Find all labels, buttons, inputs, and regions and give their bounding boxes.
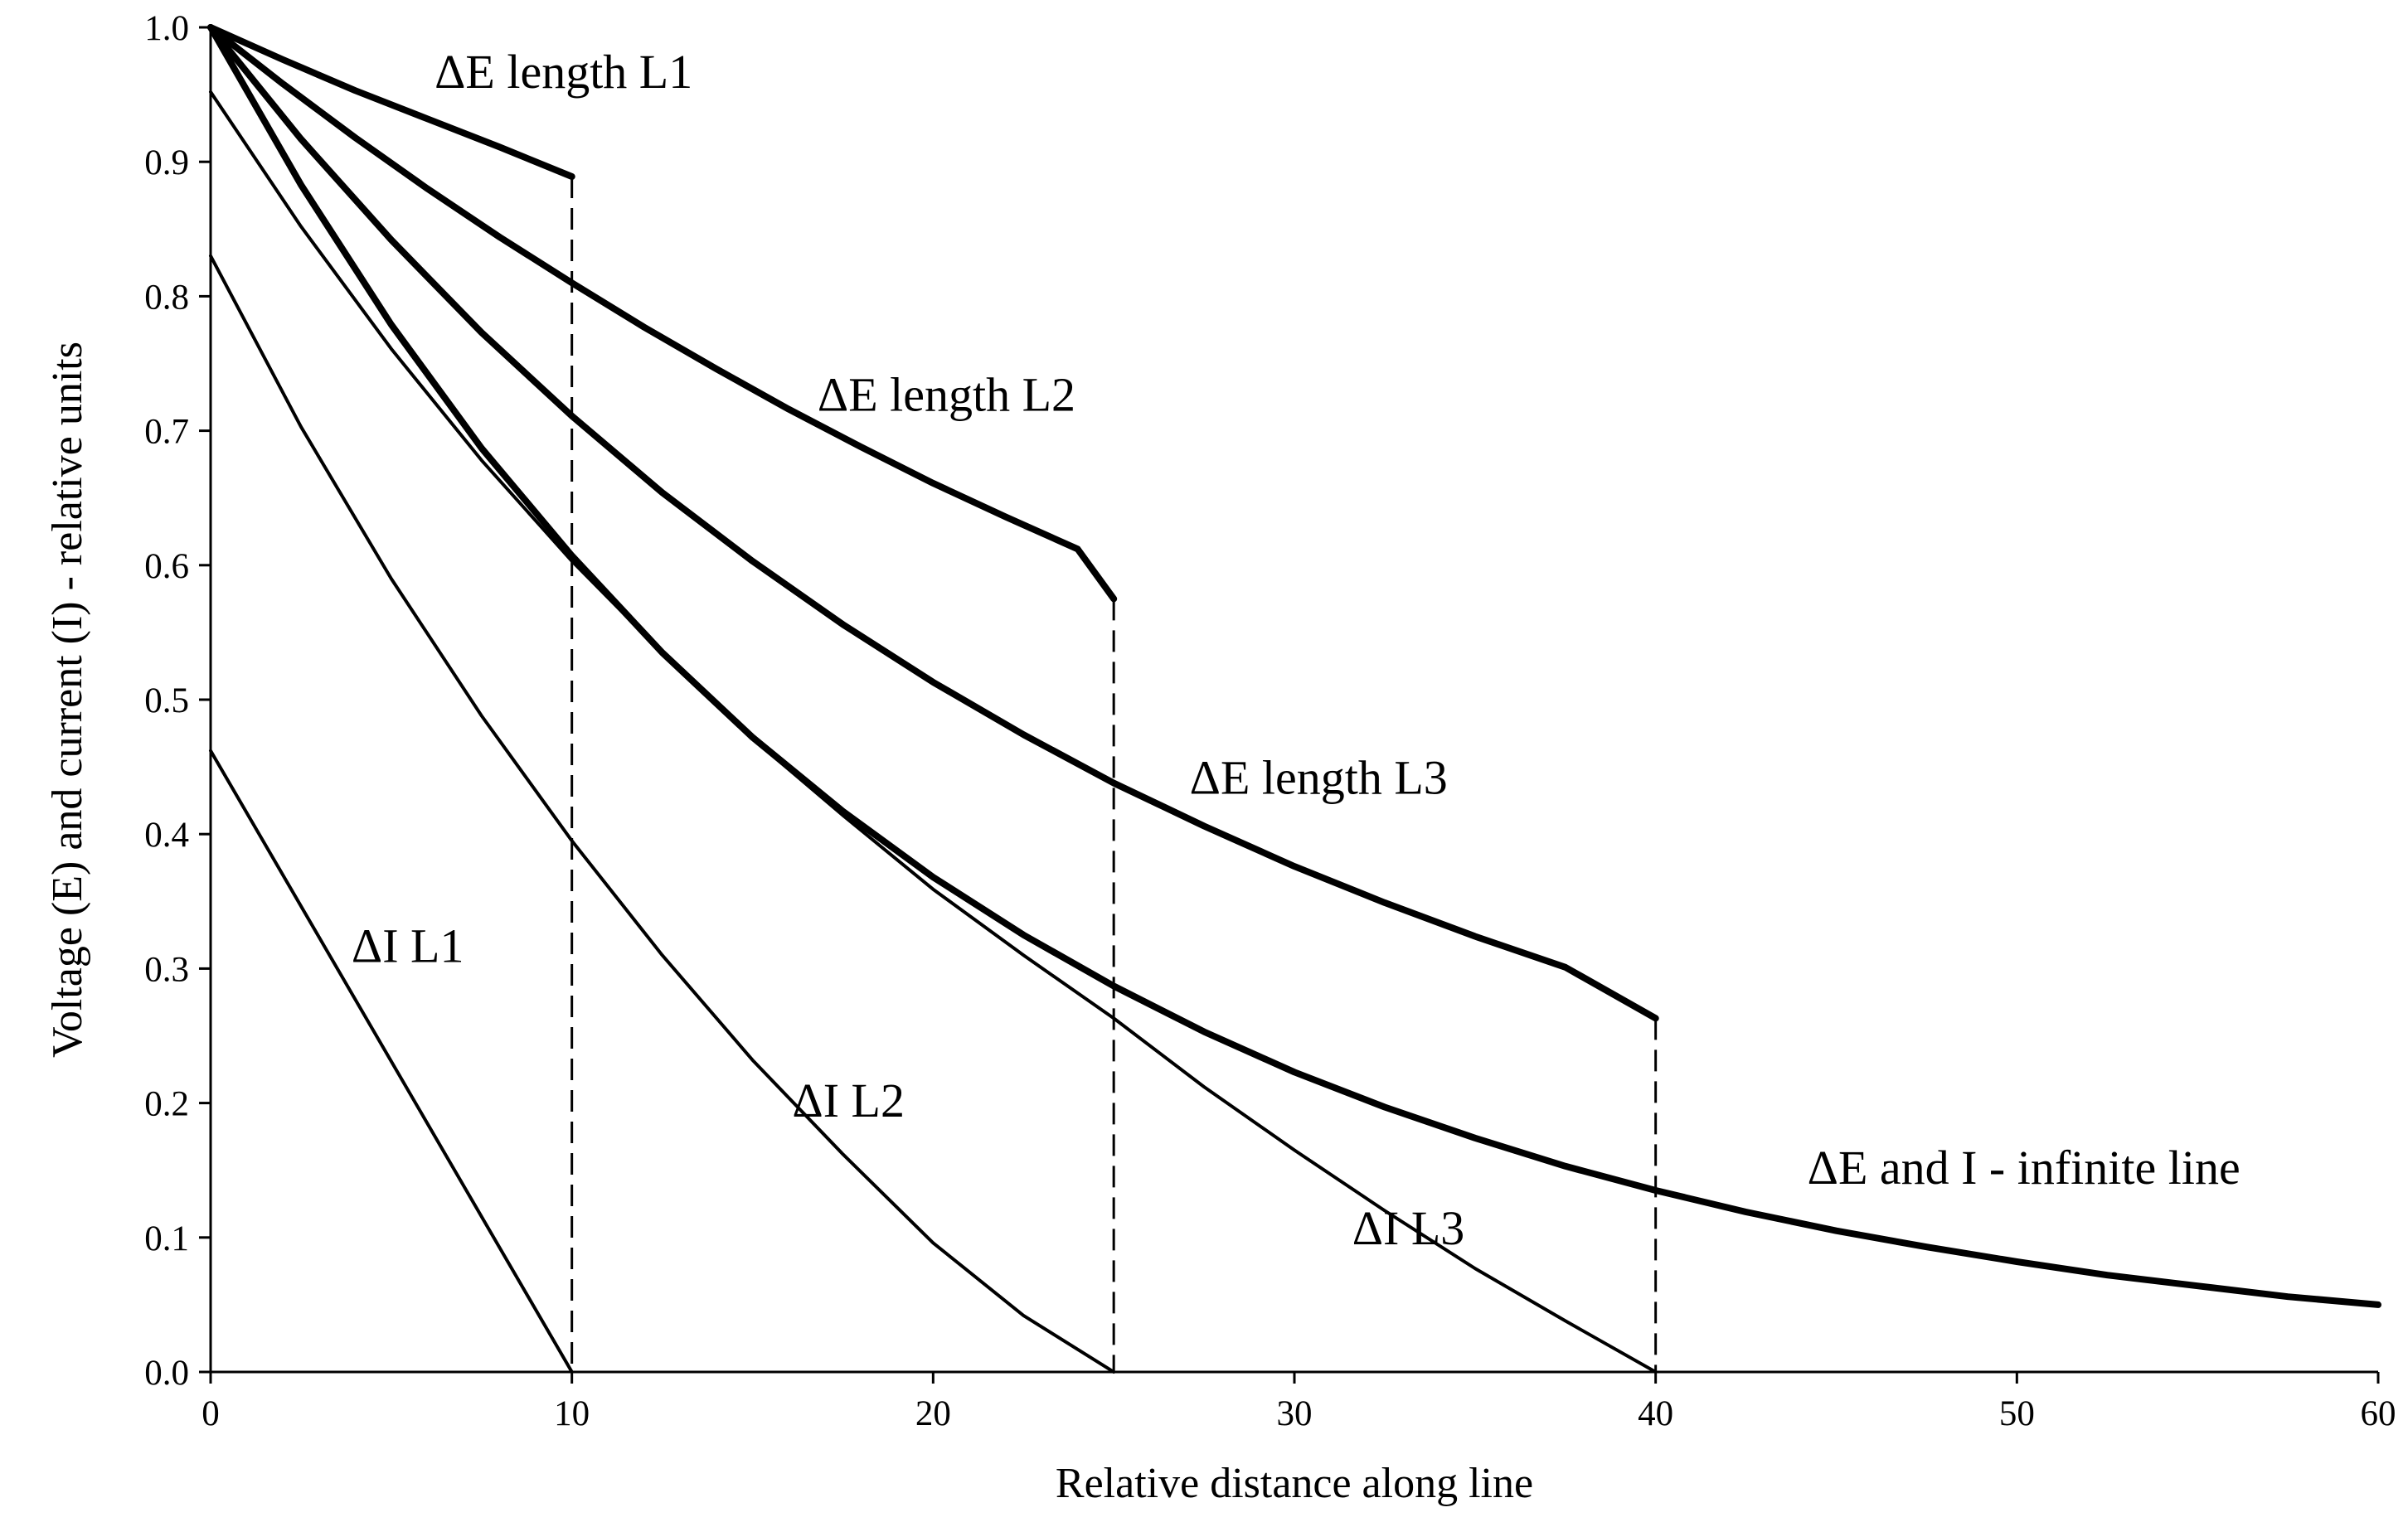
series-line-di-l2	[209, 254, 1116, 1374]
series-line-de-l1	[207, 24, 575, 180]
series-annotation: ΔI L3	[1352, 1201, 1465, 1255]
series-annotation: ΔE length L3	[1190, 751, 1448, 805]
dashed-verticals	[570, 177, 1658, 1372]
series-line-de-l3	[207, 24, 1659, 1022]
y-tick-label: 0.7	[144, 413, 189, 452]
x-tick-label: 60	[2361, 1394, 2396, 1433]
x-axis-title: Relative distance along line	[1056, 1460, 1533, 1507]
series-layer	[207, 24, 2381, 1374]
y-tick-label: 0.2	[144, 1085, 189, 1124]
x-tick-label: 20	[915, 1394, 951, 1433]
x-tick-label: 50	[1999, 1394, 2035, 1433]
x-tick-label: 10	[554, 1394, 590, 1433]
y-tick-label: 1.0	[144, 9, 189, 48]
y-tick-label: 0.8	[144, 278, 189, 317]
series-line-de-i-infinite	[207, 24, 2381, 1308]
x-ticks: 0 10 20 30 40 50 60	[201, 1372, 2396, 1433]
series-line-de-l2	[207, 24, 1118, 603]
series-annotation: ΔI L2	[792, 1074, 905, 1127]
x-tick-label: 30	[1277, 1394, 1313, 1433]
y-tick-label: 0.5	[144, 681, 189, 720]
y-tick-label: 0.6	[144, 547, 189, 586]
y-tick-label: 0.3	[144, 950, 189, 989]
y-tick-label: 0.0	[144, 1354, 189, 1393]
series-line-di-l1	[209, 749, 574, 1374]
y-tick-label: 0.1	[144, 1219, 189, 1258]
annotations: ΔE length L1 ΔE length L2 ΔE length L3 ΔI L…	[352, 45, 2241, 1255]
y-axis-title: Voltage (E) and current (I) - relative u…	[44, 342, 91, 1058]
series-annotation: ΔI L1	[352, 919, 464, 972]
y-ticks: 0.0 0.1 0.2 0.3 0.4 0.5 0.6 0.7 0.8 0.9 1.0	[144, 9, 211, 1393]
x-tick-label: 0	[201, 1394, 220, 1433]
series-line-di-l3	[209, 90, 1658, 1374]
x-tick-label: 40	[1638, 1394, 1673, 1433]
y-tick-label: 0.9	[144, 143, 189, 182]
y-tick-label: 0.4	[144, 816, 189, 855]
series-annotation: ΔE length L1	[435, 45, 692, 99]
series-annotation: ΔE length L2	[818, 367, 1075, 421]
series-annotation: ΔE and I - infinite line	[1808, 1141, 2241, 1195]
